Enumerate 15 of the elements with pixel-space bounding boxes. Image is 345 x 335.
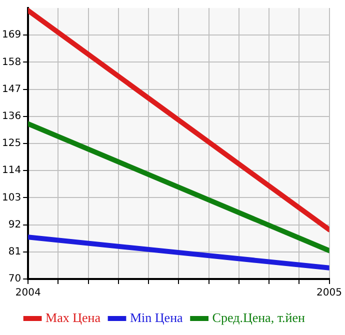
legend-label: Сред.Цена, т.йен bbox=[212, 310, 306, 325]
y-tick-label: 81 bbox=[8, 246, 22, 258]
legend-label: Min Цена bbox=[130, 310, 184, 325]
y-tick-label: 136 bbox=[2, 110, 22, 122]
legend-label: Max Цена bbox=[46, 310, 101, 325]
x-tick-label: 2005 bbox=[316, 288, 342, 299]
y-tick-label: 103 bbox=[2, 192, 22, 204]
x-tick-label: 2004 bbox=[15, 288, 41, 299]
y-tick-label: 158 bbox=[2, 56, 22, 68]
y-tick-label: 125 bbox=[2, 138, 22, 150]
y-tick-label: 70 bbox=[8, 274, 22, 285]
y-tick-label: 147 bbox=[2, 84, 22, 95]
y-tick-label: 114 bbox=[2, 165, 22, 176]
y-tick-label: 169 bbox=[2, 30, 22, 41]
y-tick-label: 92 bbox=[8, 219, 22, 230]
